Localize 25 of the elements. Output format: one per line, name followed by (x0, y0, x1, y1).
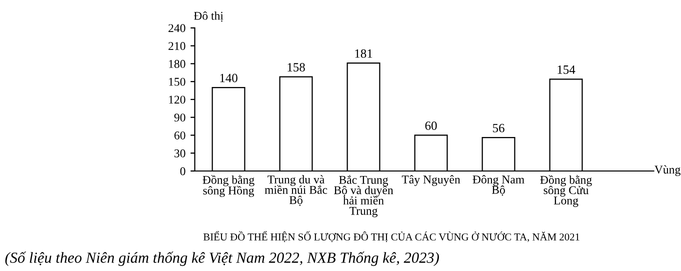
y-tick-label: 180 (169, 60, 186, 68)
x-tick-label: Đồng bằng sông Cửu Long (540, 175, 592, 207)
y-tick-label: 240 (168, 24, 186, 32)
y-tick-label: 150 (169, 78, 186, 86)
x-tick-label: Đồng bằng sông Hồng (202, 175, 254, 197)
x-tick-label: Đông Nam Bộ (472, 175, 524, 196)
x-tick-label: Tây Nguyên (402, 175, 460, 186)
y-tick-label: 210 (168, 42, 186, 50)
y-tick-label: 120 (169, 96, 186, 104)
data-label: 56 (492, 124, 504, 132)
y-tick-label: 0 (180, 167, 186, 176)
data-label: 140 (220, 74, 238, 82)
y-axis-title: Đô thị (194, 11, 224, 22)
x-tick-label: Trung du và miền núi Bắc Bộ (264, 175, 328, 206)
x-axis-title: Vùng (654, 165, 680, 176)
text: BIỂU ĐỒ THỂ HIỆN SỐ LƯỢNG ĐÔ THỊ CỦA CÁC VÙNG Ở NƯỚC TA, NĂM 2021 (203, 231, 580, 242)
x-tick-label: Bắc Trung Bộ và duyên hải miền Trung (334, 175, 394, 218)
data-label: 154 (558, 65, 576, 74)
data-label: 60 (425, 121, 437, 130)
y-tick-label: 30 (174, 149, 186, 158)
text: (Số liệu theo Niên giám thống kê Việt Nam 2022, NXB Thống kê, 2023) (5, 252, 439, 266)
data-label: 181 (355, 49, 372, 58)
data-label: 158 (288, 63, 305, 72)
y-tick-label: 90 (174, 114, 186, 122)
y-tick-label: 60 (174, 131, 186, 140)
